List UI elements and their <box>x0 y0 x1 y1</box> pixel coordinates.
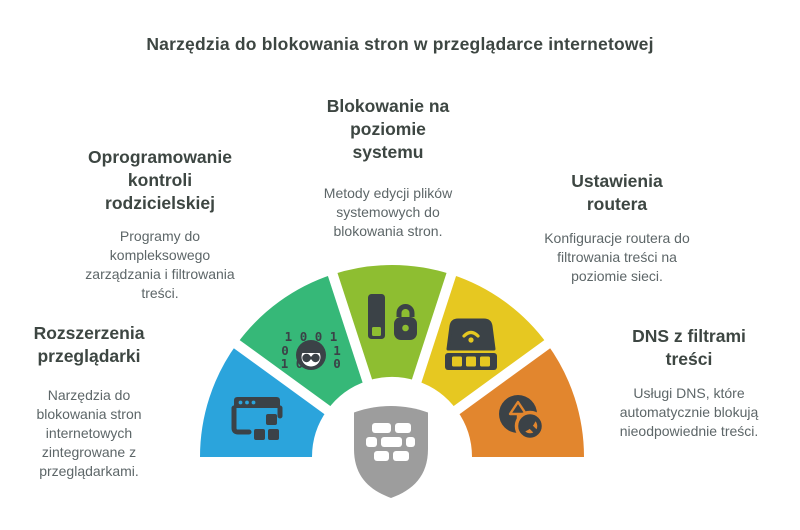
section-body-browser-extensions: Narzędzia do blokowania stron internetow… <box>36 387 142 479</box>
svg-text:1: 1 <box>333 343 341 358</box>
wedge-separators <box>227 265 557 420</box>
firewall-shield-icon <box>354 406 428 498</box>
router-icon <box>445 318 497 370</box>
section-body-system-level: Metody edycji plików systemowych do blok… <box>323 185 453 239</box>
blocked-globe-icon <box>499 395 546 442</box>
section-heading-dns-filters: DNS z filtrami treści <box>632 326 746 369</box>
section-body-router-settings: Konfiguracje routera do filtrowania treś… <box>544 230 690 284</box>
usb-lock-icon <box>368 294 417 340</box>
firewall-bricks <box>366 423 415 461</box>
svg-text:1 0 0 1: 1 0 0 1 <box>285 329 338 344</box>
section-heading-system-level: Blokowanie na poziomie systemu <box>326 96 450 162</box>
wedge-parental-control <box>236 274 368 410</box>
spy-binary-icon: 1 0 0 1 0 1 1 0 0 <box>281 329 341 371</box>
section-heading-router-settings: Ustawienia routera <box>571 171 663 214</box>
svg-text:0: 0 <box>281 343 289 358</box>
svg-text:0: 0 <box>333 356 341 371</box>
page-title: Narzędzia do blokowania stron w przegląd… <box>146 34 654 54</box>
browser-window-icon <box>231 397 283 440</box>
section-heading-browser-extensions: Rozszerzenia przeglądarki <box>33 323 145 366</box>
section-heading-parental-control: Oprogramowanie kontroli rodzicielskiej <box>88 147 232 213</box>
section-body-parental-control: Programy do kompleksowego zarządzania i … <box>85 228 235 301</box>
section-body-dns-filters: Usługi DNS, które automatycznie blokują … <box>619 385 759 439</box>
